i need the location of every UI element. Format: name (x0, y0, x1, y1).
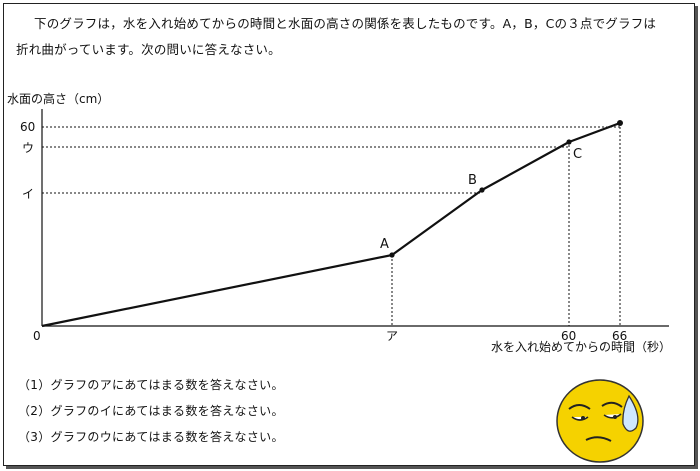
origin-label: 0 (33, 329, 41, 343)
sweating-face-icon (556, 379, 644, 463)
point-c (566, 139, 572, 145)
y-axis-label: 水面の高さ（cm） (7, 91, 109, 106)
y-tick-60: 60 (20, 120, 35, 134)
x-tick-60: 60 (561, 329, 576, 343)
y-tick-i: イ (22, 187, 34, 201)
question-3: （3）グラフのウにあてはまる数を答えなさい。 (18, 430, 284, 444)
graph: A B C 水面の高さ（cm） 水を入れ始めてからの時間（秒） 0 60 ウ イ… (7, 91, 671, 463)
guide-lines (42, 123, 621, 326)
x-tick-66: 66 (612, 329, 627, 343)
series-line (41, 121, 621, 328)
question-1: （1）グラフのアにあてはまる数を答えなさい。 (18, 378, 284, 392)
point-end (617, 120, 623, 126)
problem-intro-line1: 下のグラフは，水を入れ始めてからの時間と水面の高さの関係を表したものです。A，B… (34, 16, 657, 31)
x-tick-a: ア (386, 329, 398, 343)
point-a (389, 252, 395, 258)
x-axis-label: 水を入れ始めてからの時間（秒） (491, 340, 671, 354)
y-tick-u: ウ (22, 141, 34, 155)
point-b (479, 187, 485, 193)
point-label-c: C (573, 147, 582, 162)
worksheet-frame: 下のグラフは，水を入れ始めてからの時間と水面の高さの関係を表したものです。A，B… (3, 3, 695, 466)
point-label-b: B (468, 173, 477, 188)
question-2: （2）グラフのイにあてはまる数を答えなさい。 (18, 404, 284, 418)
point-label-a: A (380, 237, 389, 252)
problem-intro-line2: 折れ曲がっています。次の問いに答えなさい。 (16, 42, 281, 57)
